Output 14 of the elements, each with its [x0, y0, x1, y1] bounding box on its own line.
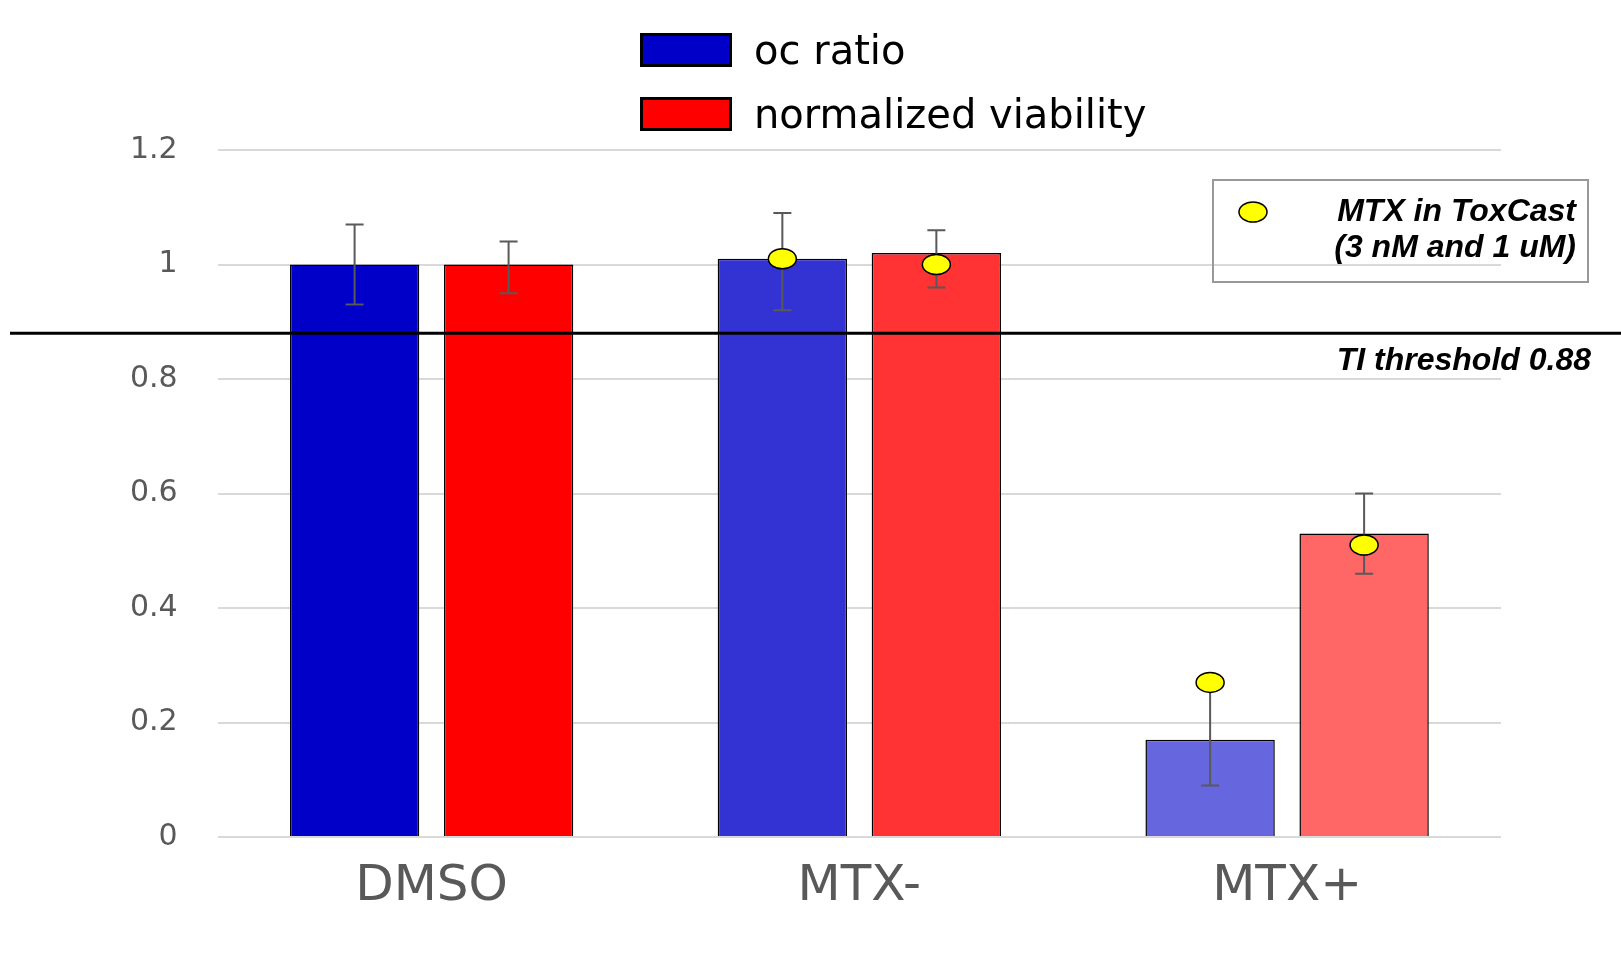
- y-tick-label: 1.2: [129, 129, 178, 165]
- y-tick-label: 0.4: [129, 587, 178, 623]
- ref-line-label: TI threshold 0.88: [1336, 341, 1592, 378]
- legend-label: oc ratio: [754, 27, 906, 73]
- x-tick-label: DMSO: [355, 853, 508, 912]
- x-tick-label: MTX-: [797, 853, 922, 912]
- x-tick-label: MTX+: [1212, 853, 1363, 912]
- y-tick-label: 0: [158, 816, 178, 852]
- y-tick-label: 1: [158, 244, 178, 280]
- legend-label: MTX in ToxCast (3 nM and 1 uM): [1334, 191, 1578, 264]
- y-tick-label: 0.8: [129, 358, 178, 394]
- legend-label: normalized viability: [754, 91, 1147, 137]
- y-tick-label: 0.6: [129, 473, 178, 509]
- y-tick-label: 0.2: [129, 702, 178, 738]
